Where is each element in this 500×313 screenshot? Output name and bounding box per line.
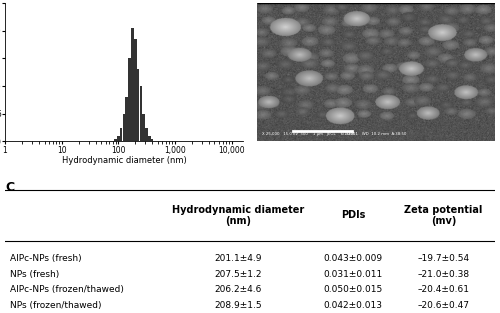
- Bar: [142, 114, 145, 141]
- Bar: [134, 39, 136, 141]
- Text: AlPc-NPs (frozen/thawed): AlPc-NPs (frozen/thawed): [10, 285, 124, 295]
- Text: –20.6±0.47: –20.6±0.47: [418, 301, 470, 310]
- Text: X 25,000   15.0 kV  500    1 μm   JEOL    6/1/2011: X 25,000 15.0 kV 500 1 μm JEOL 6/1/2011: [262, 132, 358, 136]
- Text: 0.031±0.011: 0.031±0.011: [324, 270, 382, 279]
- Text: Hydrodynamic diameter
(nm): Hydrodynamic diameter (nm): [172, 205, 304, 226]
- Text: –21.0±0.38: –21.0±0.38: [418, 270, 470, 279]
- Bar: [131, 28, 134, 141]
- Text: 206.2±4.6: 206.2±4.6: [214, 285, 262, 295]
- Text: NPs (frozen/thawed): NPs (frozen/thawed): [10, 301, 102, 310]
- Bar: [117, 136, 119, 141]
- Text: B: B: [243, 0, 252, 2]
- Text: –20.4±0.61: –20.4±0.61: [418, 285, 470, 295]
- Text: 0.050±0.015: 0.050±0.015: [324, 285, 382, 295]
- Text: NPs (fresh): NPs (fresh): [10, 270, 59, 279]
- Text: Zeta potential
(mv): Zeta potential (mv): [404, 205, 482, 226]
- Text: –19.7±0.54: –19.7±0.54: [418, 254, 470, 263]
- Bar: [137, 69, 140, 141]
- Bar: [126, 97, 128, 141]
- Text: 207.5±1.2: 207.5±1.2: [214, 270, 262, 279]
- Text: 0.043±0.009: 0.043±0.009: [324, 254, 382, 263]
- Text: 0.042±0.013: 0.042±0.013: [324, 301, 382, 310]
- Text: AlPc-NPs (fresh): AlPc-NPs (fresh): [10, 254, 82, 263]
- Bar: [148, 136, 150, 141]
- Bar: [140, 86, 142, 141]
- X-axis label: Hydrodynamic diameter (nm): Hydrodynamic diameter (nm): [62, 156, 186, 165]
- Text: 201.1±4.9: 201.1±4.9: [214, 254, 262, 263]
- Bar: [151, 139, 154, 141]
- Bar: [122, 114, 125, 141]
- Text: PDIs: PDIs: [340, 210, 365, 220]
- Bar: [128, 59, 131, 141]
- Bar: [114, 139, 116, 141]
- Text: C: C: [5, 181, 14, 193]
- Bar: [146, 127, 148, 141]
- Text: SEM      WD  10.2 mm  A:38:50: SEM WD 10.2 mm A:38:50: [346, 132, 406, 136]
- Text: 208.9±1.5: 208.9±1.5: [214, 301, 262, 310]
- Bar: [120, 127, 122, 141]
